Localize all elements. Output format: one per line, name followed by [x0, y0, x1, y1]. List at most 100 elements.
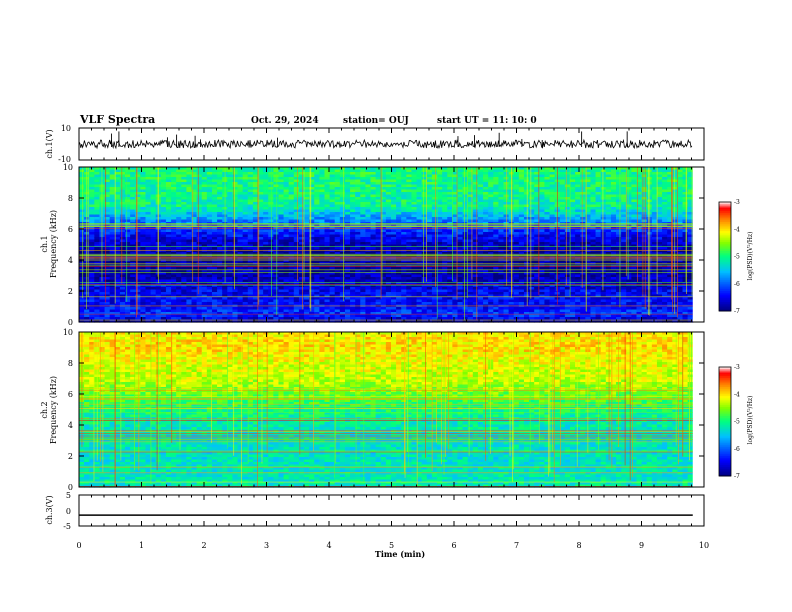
spectrogram-cell [160, 314, 167, 318]
spectrogram-cell [217, 189, 223, 193]
spectrogram-cell [89, 242, 95, 246]
spectrogram-cell [191, 232, 198, 236]
spectrogram-cell [84, 292, 90, 296]
spectrogram-cell [211, 259, 218, 263]
spectrogram-cell [186, 177, 193, 181]
spectrogram-cell [165, 302, 172, 306]
spectrogram-cell [79, 239, 85, 243]
spectrogram-cell [201, 182, 208, 186]
spectrogram-cell [89, 172, 95, 176]
spectrogram-cell [211, 182, 218, 186]
spectrogram-cell [191, 264, 198, 268]
spectrogram-cell [125, 214, 131, 218]
spectrogram-cell [145, 294, 152, 298]
spectrogram-cell [165, 259, 172, 263]
spectrogram-cell [160, 259, 167, 263]
spectrogram-cell [150, 172, 157, 176]
spectrogram-cell [186, 184, 193, 188]
spectrogram-cell [217, 232, 223, 236]
spectrogram-cell [135, 167, 141, 171]
spectrogram-cell [191, 294, 198, 298]
spectrogram-cell [89, 249, 95, 253]
spectrogram-cell [181, 204, 187, 208]
spectrogram-cell [119, 282, 126, 286]
spectrogram-cell [176, 229, 182, 233]
spectrogram-cell [196, 317, 203, 321]
spectrogram-cell [181, 242, 187, 246]
spectrogram-cell [114, 187, 121, 191]
spectrogram-cell [211, 264, 218, 268]
spectrogram-cell [89, 289, 95, 293]
spectrogram-cell [150, 269, 157, 273]
spectrogram-cell [171, 282, 177, 286]
spectrogram-cell [94, 279, 101, 283]
spectrogram-cell [79, 292, 85, 296]
spectrogram-cell [145, 172, 152, 176]
spectrogram-cell [196, 229, 203, 233]
spectrogram-cell [119, 264, 126, 268]
spectrogram-cell [145, 274, 152, 278]
spectrogram-cell [99, 259, 106, 263]
spectrogram-cell [84, 212, 90, 216]
spectrogram-cell [89, 232, 95, 236]
spectrogram-cell [119, 179, 126, 183]
spectrogram-cell [191, 169, 198, 173]
spectrogram-cell [109, 229, 116, 233]
spectrogram-cell [211, 284, 218, 288]
spectrogram-cell [104, 172, 111, 176]
spectrogram-cell [201, 199, 208, 203]
spectrogram-cell [99, 279, 106, 283]
spectrogram-cell [114, 229, 121, 233]
spectrogram-cell [217, 194, 223, 198]
spectrogram-cell [160, 179, 167, 183]
spectrogram-cell [145, 192, 152, 196]
spectrogram-cell [176, 199, 182, 203]
spectrogram-cell [145, 234, 152, 238]
spectrogram-cell [171, 179, 177, 183]
spectrogram-cell [104, 217, 111, 221]
spectrogram-cell [84, 167, 90, 171]
spectrogram-cell [119, 244, 126, 248]
spectrogram-cell [104, 267, 111, 271]
spectrogram-cell [217, 209, 223, 213]
spectrogram-cell [145, 209, 152, 213]
spectrogram-cell [130, 184, 136, 188]
spectrogram-cell [125, 289, 131, 293]
spectrogram-cell [114, 297, 121, 301]
spectrogram-cell [84, 179, 90, 183]
spectrogram-cell [119, 177, 126, 181]
spectrogram-cell [94, 167, 101, 171]
spectrogram-cell [165, 182, 172, 186]
spectrogram-cell [181, 247, 187, 251]
spectrogram-cell [206, 252, 213, 256]
spectrogram-cell [125, 259, 131, 263]
spectrogram-cell [135, 242, 141, 246]
spectrogram-cell [160, 207, 167, 211]
spectrogram-cell [191, 234, 198, 238]
spectrogram-cell [150, 287, 157, 291]
spectrogram-cell [84, 279, 90, 283]
spectrogram-cell [155, 297, 162, 301]
spectrogram-cell [140, 309, 147, 313]
spectrogram-cell [84, 242, 90, 246]
spectrogram-cell [94, 182, 101, 186]
spectrogram-cell [211, 319, 218, 323]
spectrogram-cell [145, 267, 152, 271]
spectrogram-cell [125, 279, 131, 283]
spectrogram-cell [191, 197, 198, 201]
spectrogram-cell [181, 252, 187, 256]
spectrogram-cell [181, 299, 187, 303]
spectrogram-cell [130, 252, 136, 256]
spectrogram-cell [181, 289, 187, 293]
spectrogram-cell [125, 274, 131, 278]
spectrogram-cell [119, 202, 126, 206]
spectrogram-cell [140, 229, 147, 233]
spectrogram-cell [84, 249, 90, 253]
spectrogram-cell [109, 189, 116, 193]
spectrogram-cell [181, 219, 187, 223]
spectrogram-cell [186, 317, 193, 321]
spectrogram-cell [135, 264, 141, 268]
spectrogram-cell [171, 234, 177, 238]
spectrogram-cell [181, 234, 187, 238]
spectrogram-cell [145, 289, 152, 293]
